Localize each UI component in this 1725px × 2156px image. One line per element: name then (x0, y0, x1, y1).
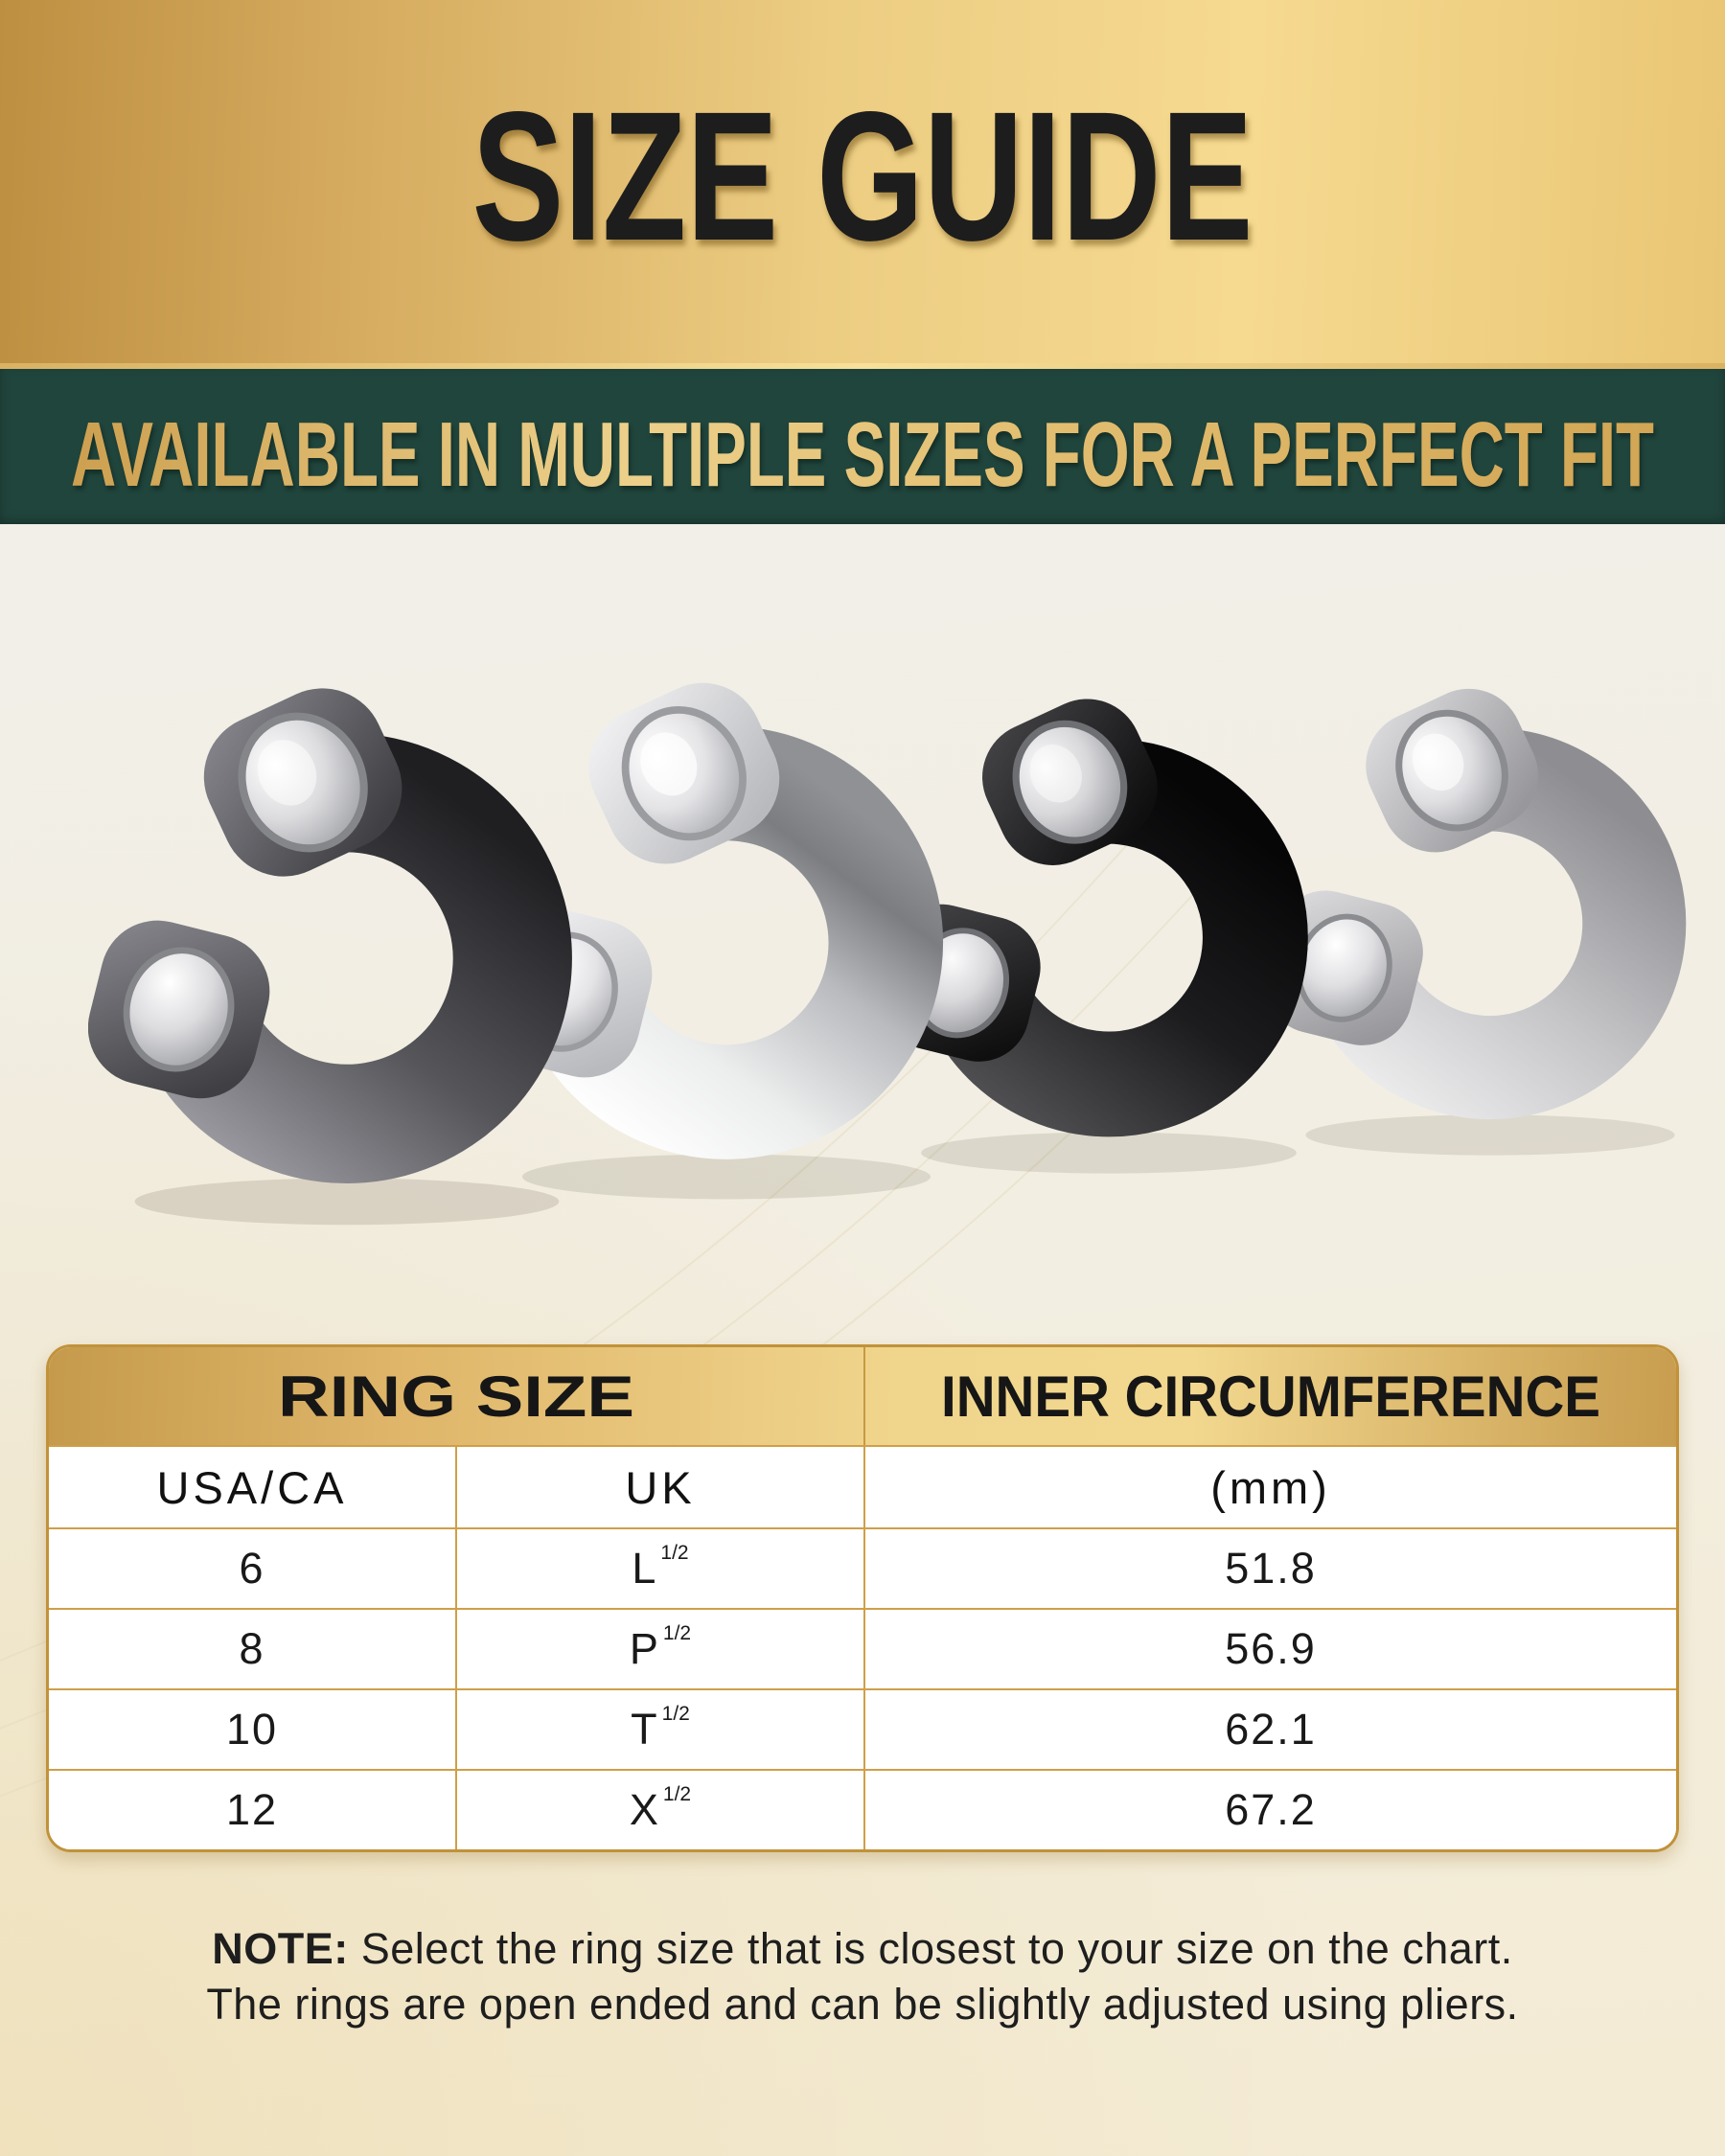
header-band: SIZE GUIDE (0, 0, 1725, 369)
circumference-value: 67.2 (1225, 1785, 1317, 1834)
page-title-graphic: SIZE GUIDE (472, 73, 1254, 279)
gold-bevel-line (0, 363, 1725, 369)
uk-size-value: L 1/2 (457, 1529, 865, 1608)
page-title: SIZE GUIDE (472, 73, 1254, 279)
uk-size-value: X 1/2 (457, 1771, 865, 1849)
content-area: RING SIZE INNER CIRCUMFERENCE USA/CA UK … (0, 524, 1725, 2156)
table-row: 6 L 1/2 51.8 (49, 1527, 1676, 1608)
usa-size-value: 8 (49, 1610, 457, 1688)
circumference-value: 56.9 (1225, 1624, 1317, 1673)
ring-image-gunmetal-gray (88, 688, 572, 1226)
note-label: NOTE: (212, 1924, 349, 1973)
usa-size-value: 12 (49, 1771, 457, 1849)
banner-text: AVAILABLE IN MULTIPLE SIZES FOR A PERFEC… (71, 403, 1654, 506)
uk-size-fraction: 1/2 (662, 1622, 692, 1644)
uk-size-letter: L (632, 1544, 658, 1593)
subheader-mm: (mm) (1210, 1461, 1331, 1513)
ring-size-header-label: RING SIZE (278, 1365, 634, 1429)
ring-size-header-graphic: RING SIZE (278, 1365, 634, 1429)
table-group-header-row: RING SIZE INNER CIRCUMFERENCE (49, 1347, 1676, 1445)
circumference-value: 62.1 (1225, 1705, 1317, 1754)
table-row: 8 P 1/2 56.9 (49, 1608, 1676, 1688)
table-row: 10 T 1/2 62.1 (49, 1688, 1676, 1769)
note-line-2: The rings are open ended and can be slig… (206, 1980, 1519, 2029)
uk-size-fraction: 1/2 (661, 1703, 690, 1725)
group-header-ring-size: RING SIZE (49, 1347, 865, 1445)
table-row: 12 X 1/2 67.2 (49, 1769, 1676, 1849)
note-text-block: NOTE: Select the ring size that is close… (0, 1921, 1725, 2032)
uk-size-fraction: 1/2 (660, 1542, 689, 1564)
uk-size-letter: T (631, 1705, 659, 1754)
usa-size-value: 6 (49, 1529, 457, 1608)
note-line-1-text: Select the ring size that is closest to … (360, 1924, 1513, 1973)
inner-circumference-header-label: INNER CIRCUMFERENCE (941, 1365, 1600, 1429)
circumference-value: 51.8 (1225, 1544, 1317, 1593)
inner-circumference-header-graphic: INNER CIRCUMFERENCE (941, 1365, 1600, 1429)
size-chart-table: RING SIZE INNER CIRCUMFERENCE USA/CA UK … (46, 1344, 1679, 1852)
group-header-inner-circumference: INNER CIRCUMFERENCE (865, 1347, 1676, 1445)
subheader-usa-ca: USA/CA (49, 1447, 457, 1527)
ring-shadow (134, 1178, 560, 1226)
uk-size-value: P 1/2 (457, 1610, 865, 1688)
uk-size-fraction: 1/2 (662, 1783, 692, 1805)
usa-size-value: 10 (49, 1690, 457, 1769)
uk-size-letter: P (629, 1624, 660, 1673)
table-subheader-row: USA/CA UK (mm) (49, 1445, 1676, 1527)
uk-size-letter: X (629, 1785, 660, 1834)
note-line-1: NOTE: Select the ring size that is close… (0, 1921, 1725, 1977)
subtitle-banner-graphic: AVAILABLE IN MULTIPLE SIZES FOR A PERFEC… (71, 403, 1654, 506)
uk-size-value: T 1/2 (457, 1690, 865, 1769)
subtitle-banner: AVAILABLE IN MULTIPLE SIZES FOR A PERFEC… (0, 369, 1725, 524)
subheader-uk: UK (457, 1447, 865, 1527)
